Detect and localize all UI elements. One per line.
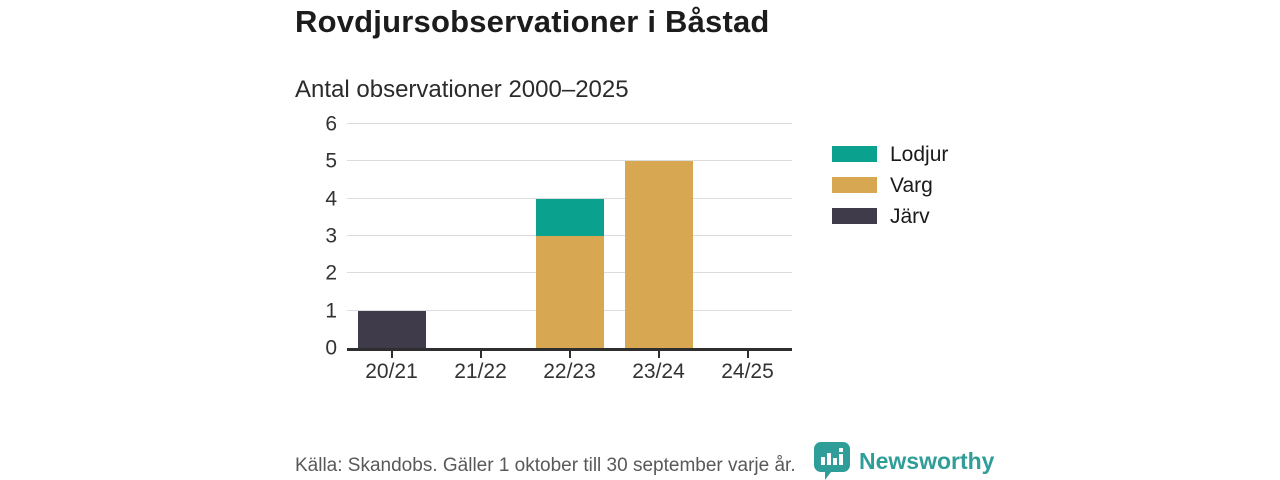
x-tick (657, 351, 660, 358)
x-tick (568, 351, 571, 358)
gridline (347, 160, 792, 162)
legend-label: Varg (890, 173, 933, 197)
source-note: Källa: Skandobs. Gäller 1 oktober till 3… (295, 455, 796, 476)
x-axis-ticks (347, 351, 792, 358)
y-tick-label: 5 (325, 149, 337, 173)
legend-item-lodjur: Lodjur (832, 142, 949, 166)
legend-label: Järv (890, 204, 930, 228)
chart-legend: Lodjur Varg Järv (832, 142, 949, 239)
legend-item-jarv: Järv (832, 204, 948, 228)
bar-segment-varg (535, 236, 604, 348)
bar-segment-järv (357, 310, 426, 348)
x-tick-slot (525, 351, 614, 358)
legend-swatch-jarv (832, 208, 877, 224)
y-axis-labels: 0 1 2 3 4 5 6 (295, 114, 337, 359)
x-tick (390, 351, 393, 358)
plot-area (347, 123, 792, 351)
gridline (347, 197, 792, 199)
chart-subtitle: Antal observationer 2000–2025 (295, 76, 629, 103)
x-tick-slot (436, 351, 525, 358)
brand-name: Newsworthy (859, 448, 995, 474)
x-tick-label: 24/25 (721, 360, 774, 383)
page-title: Rovdjursobservationer i Båstad (295, 4, 770, 39)
x-tick-label: 21/22 (454, 360, 507, 383)
bar-segment-varg (624, 161, 693, 348)
bar-23/24 (614, 124, 703, 348)
x-tick-label: 22/23 (543, 360, 596, 383)
gridline (347, 123, 792, 124)
legend-swatch-lodjur (832, 146, 877, 162)
y-tick-label: 4 (325, 187, 337, 211)
y-tick-label: 1 (325, 299, 337, 323)
y-tick-label: 6 (325, 112, 337, 136)
x-tick-slot (347, 351, 436, 358)
bars-container (347, 124, 792, 348)
speech-bubble-bar-chart-icon (814, 442, 850, 480)
x-axis-labels: 20/21 21/22 22/23 23/24 24/25 (347, 360, 792, 384)
y-tick-label: 2 (325, 261, 337, 285)
x-tick-label: 20/21 (365, 360, 418, 383)
bar-21/22 (436, 124, 525, 348)
y-tick-label: 3 (325, 224, 337, 248)
x-tick-label: 23/24 (632, 360, 685, 383)
bar-20/21 (347, 124, 436, 348)
legend-label: Lodjur (890, 142, 949, 166)
legend-item-varg: Varg (832, 173, 948, 197)
x-tick-slot (703, 351, 792, 358)
bar-22/23 (525, 124, 614, 348)
x-tick (479, 351, 482, 358)
x-tick (746, 351, 749, 358)
bar-24/25 (703, 124, 792, 348)
x-tick-slot (614, 351, 703, 358)
legend-swatch-varg (832, 177, 877, 193)
y-tick-label: 0 (325, 336, 337, 360)
bar-segment-lodjur (535, 198, 604, 236)
brand-logo: Newsworthy (814, 442, 994, 480)
